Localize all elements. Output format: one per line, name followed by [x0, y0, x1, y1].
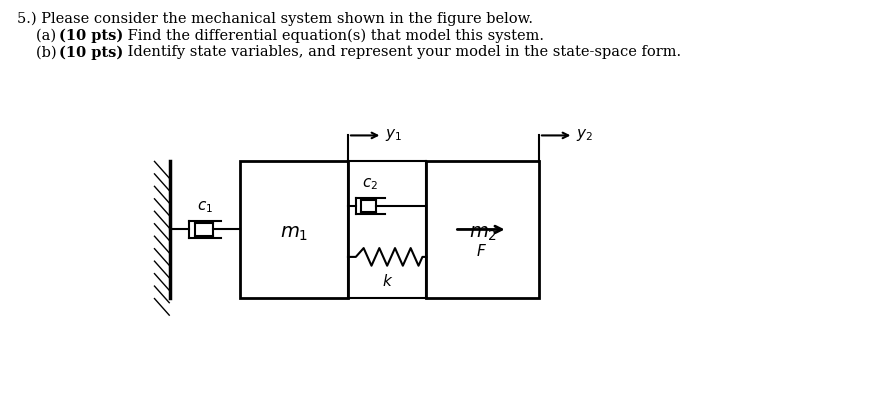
Text: Identify state variables, and represent your model in the state-space form.: Identify state variables, and represent … [122, 45, 680, 59]
Text: $m_2$: $m_2$ [469, 224, 497, 242]
Text: (10 pts): (10 pts) [59, 45, 123, 60]
Bar [240, 161, 348, 298]
Text: (10 pts): (10 pts) [59, 29, 123, 43]
Bar [426, 161, 539, 298]
Text: $m_1$: $m_1$ [280, 224, 308, 242]
Text: $y_2$: $y_2$ [576, 127, 594, 144]
Text: $k$: $k$ [382, 273, 392, 288]
Text: (b): (b) [36, 45, 62, 59]
Text: Find the differential equation(s) that model this system.: Find the differential equation(s) that m… [122, 29, 544, 43]
Text: $y_1$: $y_1$ [385, 127, 402, 144]
Text: (a): (a) [36, 29, 61, 43]
Text: 5.) Please consider the mechanical system shown in the figure below.: 5.) Please consider the mechanical syste… [17, 12, 532, 27]
Text: $F$: $F$ [476, 243, 486, 259]
Text: $c_1$: $c_1$ [197, 199, 213, 215]
Text: $c_2$: $c_2$ [362, 177, 378, 193]
